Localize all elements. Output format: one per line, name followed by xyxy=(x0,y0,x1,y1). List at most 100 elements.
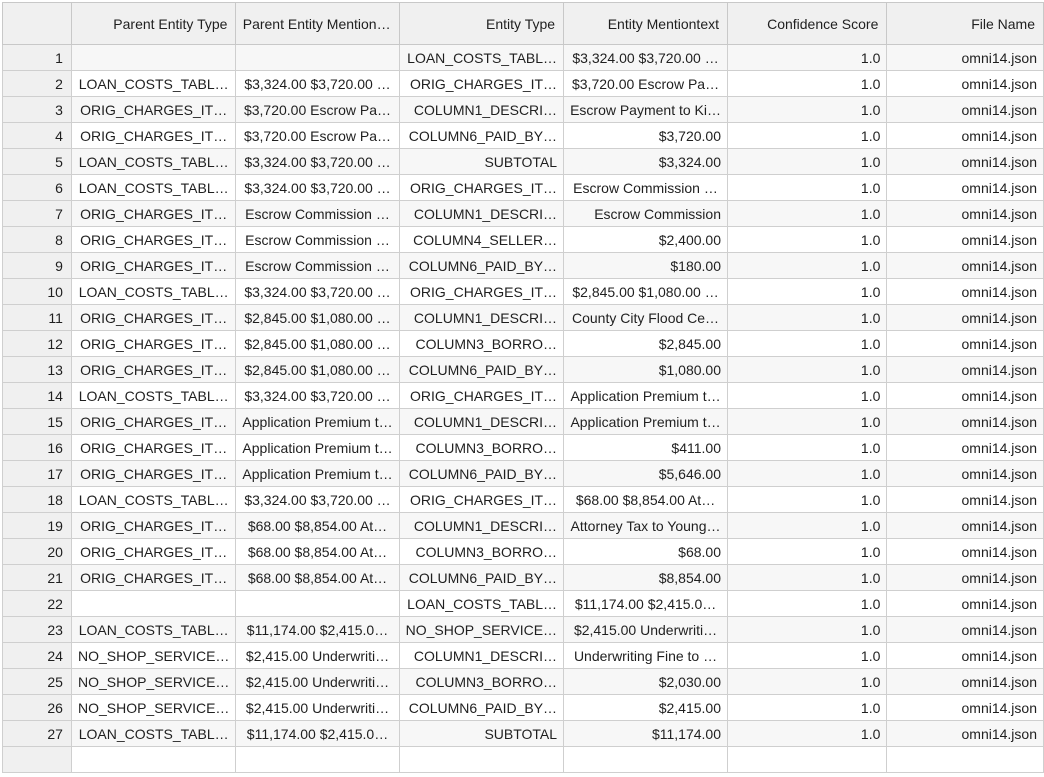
cell-file-name[interactable]: omni14.json xyxy=(886,460,1044,487)
cell-file-name[interactable]: omni14.json xyxy=(886,382,1044,409)
cell-entity-type[interactable]: COLUMN6_PAID_BY… xyxy=(398,460,565,487)
cell-parent-entity-mentiontext[interactable]: $3,324.00 $3,720.00 … xyxy=(235,278,400,305)
cell-parent-entity-mentiontext[interactable]: Application Premium t… xyxy=(235,434,400,461)
cell-entity-type[interactable]: COLUMN1_DESCRI… xyxy=(398,512,565,539)
cell-parent-entity-type[interactable]: LOAN_COSTS_TABL… xyxy=(70,486,237,513)
table-row[interactable]: 6 LOAN_COSTS_TABL… $3,324.00 $3,720.00 … OR… xyxy=(2,174,1044,201)
cell-parent-entity-mentiontext[interactable]: $2,845.00 $1,080.00 … xyxy=(235,304,400,331)
cell-confidence-score[interactable]: 1.0 xyxy=(726,304,888,331)
row-number[interactable]: 6 xyxy=(2,174,72,201)
cell-entity-type[interactable]: ORIG_CHARGES_IT… xyxy=(398,486,565,513)
cell-file-name[interactable]: omni14.json xyxy=(886,252,1044,279)
table-row[interactable]: 4 ORIG_CHARGES_IT… $3,720.00 Escrow Pa… COL… xyxy=(2,122,1044,149)
table-row[interactable]: 21 ORIG_CHARGES_IT… $68.00 $8,854.00 At… CO… xyxy=(2,564,1044,591)
cell-file-name[interactable]: omni14.json xyxy=(886,226,1044,253)
cell-file-name[interactable]: omni14.json xyxy=(886,668,1044,695)
cell-entity-type[interactable]: ORIG_CHARGES_IT… xyxy=(398,278,565,305)
cell-parent-entity-mentiontext[interactable]: $3,324.00 $3,720.00 … xyxy=(235,486,400,513)
cell-entity-mentiontext[interactable]: $11,174.00 $2,415.0… xyxy=(563,590,728,617)
cell-confidence-score[interactable]: 1.0 xyxy=(726,642,888,669)
table-row[interactable]: 3 ORIG_CHARGES_IT… $3,720.00 Escrow Pa… COL… xyxy=(2,96,1044,123)
cell-entity-mentiontext[interactable]: $2,400.00 xyxy=(563,226,728,253)
cell-parent-entity-type[interactable] xyxy=(70,44,237,71)
cell-parent-entity-mentiontext[interactable] xyxy=(235,746,400,773)
cell-confidence-score[interactable]: 1.0 xyxy=(726,408,888,435)
cell-parent-entity-mentiontext[interactable]: Escrow Commission … xyxy=(235,200,400,227)
cell-file-name[interactable]: omni14.json xyxy=(886,174,1044,201)
table-row[interactable]: 9 ORIG_CHARGES_IT… Escrow Commission … COLU… xyxy=(2,252,1044,279)
column-header-parent-entity-mentiontext[interactable]: Parent Entity Mention… xyxy=(235,2,400,45)
table-row[interactable]: 11 ORIG_CHARGES_IT… $2,845.00 $1,080.00 … C… xyxy=(2,304,1044,331)
row-number[interactable]: 4 xyxy=(2,122,72,149)
row-number[interactable]: 20 xyxy=(2,538,72,565)
cell-parent-entity-mentiontext[interactable]: Application Premium t… xyxy=(235,408,400,435)
cell-confidence-score[interactable]: 1.0 xyxy=(726,538,888,565)
cell-parent-entity-type[interactable]: ORIG_CHARGES_IT… xyxy=(70,434,237,461)
cell-parent-entity-type[interactable]: ORIG_CHARGES_IT… xyxy=(70,304,237,331)
table-row[interactable]: 2 LOAN_COSTS_TABL… $3,324.00 $3,720.00 … OR… xyxy=(2,70,1044,97)
cell-entity-type[interactable]: COLUMN1_DESCRI… xyxy=(398,642,565,669)
cell-parent-entity-mentiontext[interactable]: $11,174.00 $2,415.0… xyxy=(235,616,400,643)
cell-confidence-score[interactable]: 1.0 xyxy=(726,122,888,149)
row-number[interactable]: 25 xyxy=(2,668,72,695)
cell-parent-entity-mentiontext[interactable]: $3,720.00 Escrow Pa… xyxy=(235,122,400,149)
cell-entity-mentiontext[interactable]: County City Flood Ce… xyxy=(563,304,728,331)
table-row[interactable]: 5 LOAN_COSTS_TABL… $3,324.00 $3,720.00 … SU… xyxy=(2,148,1044,175)
cell-file-name[interactable]: omni14.json xyxy=(886,564,1044,591)
cell-confidence-score[interactable] xyxy=(726,746,888,773)
cell-entity-mentiontext[interactable]: $3,324.00 $3,720.00 … xyxy=(563,44,728,71)
cell-file-name[interactable]: omni14.json xyxy=(886,148,1044,175)
column-header-file-name[interactable]: File Name xyxy=(886,2,1044,45)
row-number[interactable]: 13 xyxy=(2,356,72,383)
table-row[interactable] xyxy=(2,746,1044,773)
table-row[interactable]: 22 LOAN_COSTS_TABL… $11,174.00 $2,415.0… 1.… xyxy=(2,590,1044,617)
cell-file-name[interactable]: omni14.json xyxy=(886,304,1044,331)
cell-confidence-score[interactable]: 1.0 xyxy=(726,44,888,71)
row-number[interactable]: 19 xyxy=(2,512,72,539)
cell-parent-entity-mentiontext[interactable]: Escrow Commission … xyxy=(235,226,400,253)
row-number[interactable]: 3 xyxy=(2,96,72,123)
cell-parent-entity-type[interactable]: ORIG_CHARGES_IT… xyxy=(70,226,237,253)
cell-parent-entity-type[interactable]: NO_SHOP_SERVICE… xyxy=(70,642,237,669)
cell-parent-entity-type[interactable]: LOAN_COSTS_TABL… xyxy=(70,382,237,409)
cell-parent-entity-mentiontext[interactable]: $11,174.00 $2,415.0… xyxy=(235,720,400,747)
cell-parent-entity-type[interactable]: ORIG_CHARGES_IT… xyxy=(70,538,237,565)
cell-entity-mentiontext[interactable] xyxy=(563,746,728,773)
cell-parent-entity-type[interactable]: NO_SHOP_SERVICE… xyxy=(70,694,237,721)
cell-entity-type[interactable]: COLUMN4_SELLER… xyxy=(398,226,565,253)
cell-entity-mentiontext[interactable]: $68.00 $8,854.00 At… xyxy=(563,486,728,513)
cell-entity-mentiontext[interactable]: $2,415.00 xyxy=(563,694,728,721)
cell-parent-entity-type[interactable] xyxy=(70,590,237,617)
table-row[interactable]: 13 ORIG_CHARGES_IT… $2,845.00 $1,080.00 … C… xyxy=(2,356,1044,383)
cell-entity-type[interactable]: COLUMN6_PAID_BY… xyxy=(398,122,565,149)
cell-entity-mentiontext[interactable]: $2,845.00 xyxy=(563,330,728,357)
cell-parent-entity-mentiontext[interactable]: Application Premium t… xyxy=(235,460,400,487)
cell-file-name[interactable]: omni14.json xyxy=(886,486,1044,513)
cell-parent-entity-type[interactable]: ORIG_CHARGES_IT… xyxy=(70,512,237,539)
table-row[interactable]: 17 ORIG_CHARGES_IT… Application Premium t…… xyxy=(2,460,1044,487)
column-header-entity-type[interactable]: Entity Type xyxy=(398,2,565,45)
row-number[interactable]: 21 xyxy=(2,564,72,591)
cell-file-name[interactable]: omni14.json xyxy=(886,642,1044,669)
cell-entity-type[interactable]: ORIG_CHARGES_IT… xyxy=(398,382,565,409)
row-number[interactable]: 17 xyxy=(2,460,72,487)
cell-entity-mentiontext[interactable]: Application Premium t… xyxy=(563,382,728,409)
cell-file-name[interactable]: omni14.json xyxy=(886,44,1044,71)
cell-entity-type[interactable]: LOAN_COSTS_TABL… xyxy=(398,590,565,617)
cell-parent-entity-mentiontext[interactable]: Escrow Commission … xyxy=(235,252,400,279)
cell-entity-mentiontext[interactable]: Escrow Payment to Ki… xyxy=(563,96,728,123)
row-number[interactable]: 18 xyxy=(2,486,72,513)
cell-parent-entity-type[interactable]: ORIG_CHARGES_IT… xyxy=(70,96,237,123)
cell-confidence-score[interactable]: 1.0 xyxy=(726,278,888,305)
cell-confidence-score[interactable]: 1.0 xyxy=(726,200,888,227)
cell-parent-entity-mentiontext[interactable]: $3,324.00 $3,720.00 … xyxy=(235,174,400,201)
cell-entity-mentiontext[interactable]: $8,854.00 xyxy=(563,564,728,591)
row-number[interactable]: 8 xyxy=(2,226,72,253)
cell-confidence-score[interactable]: 1.0 xyxy=(726,70,888,97)
cell-parent-entity-type[interactable]: LOAN_COSTS_TABL… xyxy=(70,148,237,175)
row-number[interactable]: 24 xyxy=(2,642,72,669)
cell-parent-entity-type[interactable]: LOAN_COSTS_TABL… xyxy=(70,70,237,97)
cell-parent-entity-type[interactable]: ORIG_CHARGES_IT… xyxy=(70,460,237,487)
cell-parent-entity-mentiontext[interactable] xyxy=(235,44,400,71)
cell-entity-type[interactable]: COLUMN3_BORRO… xyxy=(398,330,565,357)
